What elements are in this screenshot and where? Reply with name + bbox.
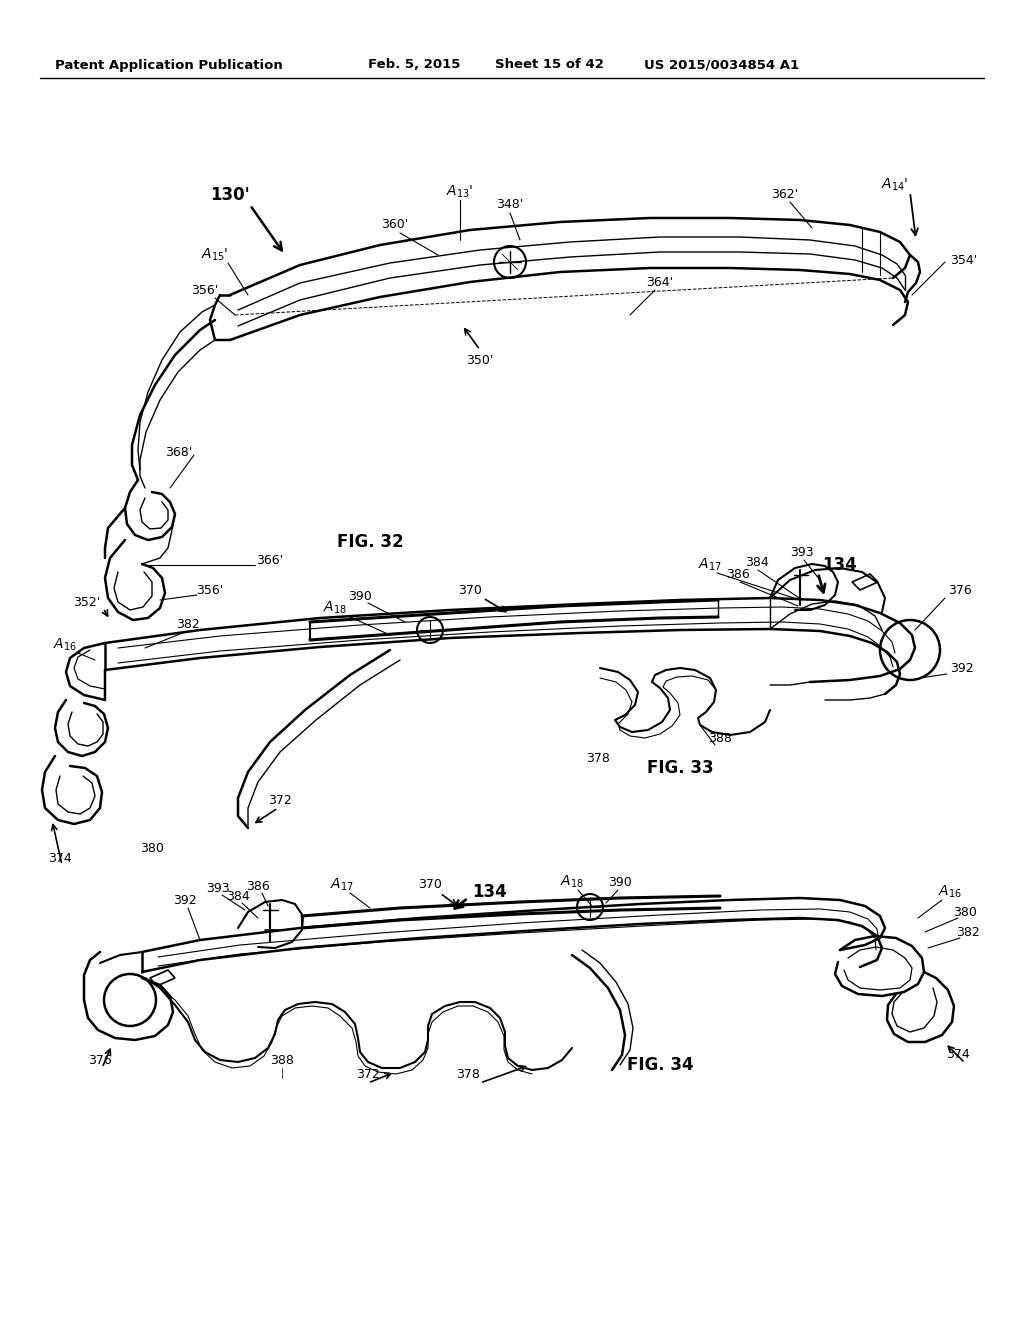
- Text: 370: 370: [418, 879, 442, 891]
- Text: $A_{14}$': $A_{14}$': [882, 177, 908, 193]
- Text: 384: 384: [226, 890, 250, 903]
- Text: $A_{17}$: $A_{17}$: [698, 557, 722, 573]
- Text: 362': 362': [771, 189, 799, 202]
- Text: 354': 354': [950, 253, 977, 267]
- Text: 376: 376: [88, 1053, 112, 1067]
- Text: 382: 382: [176, 619, 200, 631]
- Text: 378: 378: [586, 751, 610, 764]
- Text: $A_{16}$: $A_{16}$: [938, 884, 962, 900]
- Text: 372: 372: [356, 1068, 380, 1081]
- Text: 386: 386: [726, 568, 750, 581]
- Text: 392: 392: [950, 661, 974, 675]
- Text: US 2015/0034854 A1: US 2015/0034854 A1: [644, 58, 799, 71]
- Text: 134: 134: [822, 556, 857, 574]
- Text: $A_{15}$': $A_{15}$': [202, 247, 228, 263]
- Text: 370: 370: [458, 583, 482, 597]
- Text: $A_{16}$: $A_{16}$: [53, 636, 77, 653]
- Text: 364': 364': [646, 276, 674, 289]
- Text: 356': 356': [191, 284, 219, 297]
- Text: 390: 390: [608, 875, 632, 888]
- Text: 134: 134: [473, 883, 507, 902]
- Text: 384: 384: [745, 557, 769, 569]
- Text: 378: 378: [456, 1068, 480, 1081]
- Text: 374: 374: [946, 1048, 970, 1061]
- Text: Patent Application Publication: Patent Application Publication: [55, 58, 283, 71]
- Text: $A_{13}$': $A_{13}$': [446, 183, 474, 201]
- Text: 380: 380: [953, 906, 977, 919]
- Text: 376: 376: [948, 583, 972, 597]
- Text: 348': 348': [497, 198, 523, 211]
- Text: $A_{18}$: $A_{18}$: [560, 874, 584, 890]
- Text: 366': 366': [256, 553, 284, 566]
- Text: 388: 388: [708, 731, 732, 744]
- Text: Feb. 5, 2015: Feb. 5, 2015: [368, 58, 461, 71]
- Text: 393: 393: [791, 546, 814, 560]
- Text: 380: 380: [140, 842, 164, 854]
- Text: 388: 388: [270, 1053, 294, 1067]
- Text: FIG. 33: FIG. 33: [647, 759, 714, 777]
- Text: FIG. 34: FIG. 34: [627, 1056, 693, 1074]
- Text: 382: 382: [956, 925, 980, 939]
- Text: 392: 392: [173, 894, 197, 907]
- Text: 360': 360': [381, 219, 409, 231]
- Text: 356': 356': [197, 583, 223, 597]
- Text: 372: 372: [268, 793, 292, 807]
- Text: 390: 390: [348, 590, 372, 602]
- Text: 386: 386: [246, 879, 270, 892]
- Text: 393: 393: [206, 882, 229, 895]
- Text: 374: 374: [48, 851, 72, 865]
- Text: FIG. 32: FIG. 32: [337, 533, 403, 550]
- Text: 368': 368': [165, 446, 193, 458]
- Text: $A_{18}$: $A_{18}$: [323, 599, 347, 616]
- Text: 350': 350': [466, 354, 494, 367]
- Text: 352': 352': [73, 595, 100, 609]
- Text: $A_{17}$: $A_{17}$: [330, 876, 354, 894]
- Text: Sheet 15 of 42: Sheet 15 of 42: [495, 58, 604, 71]
- Text: 130': 130': [210, 186, 250, 205]
